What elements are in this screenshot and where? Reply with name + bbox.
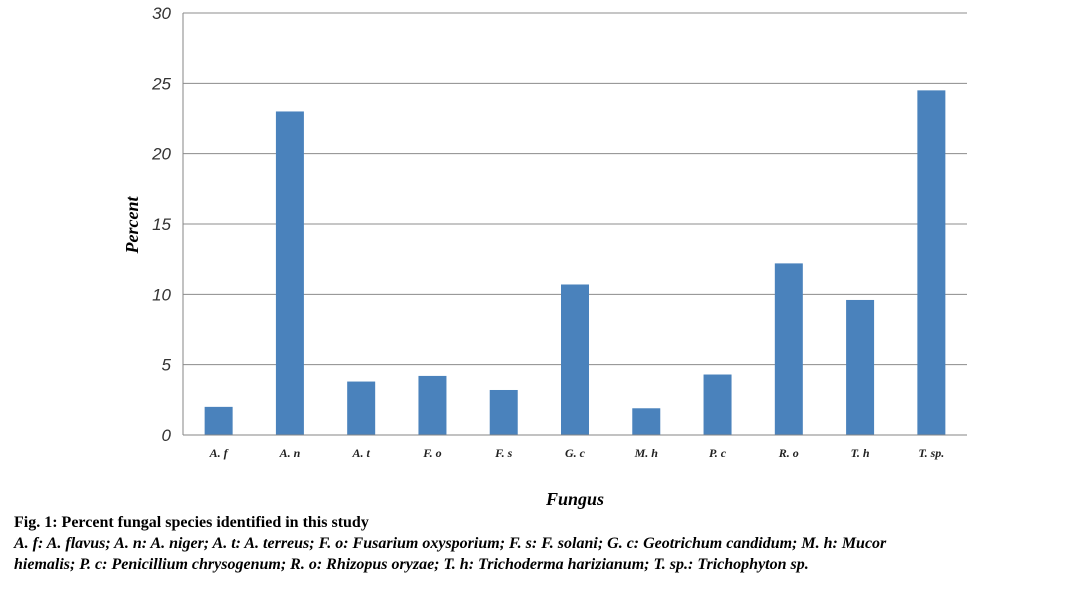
- x-tick-label: F. o: [422, 446, 441, 460]
- x-tick-label: A. t: [352, 446, 371, 460]
- bar: [917, 90, 946, 435]
- y-axis-title: Percent: [122, 196, 142, 255]
- bar: [632, 408, 661, 435]
- y-tick-label: 5: [162, 356, 172, 375]
- x-tick-label: A. n: [279, 446, 301, 460]
- x-tick-label: M. h: [634, 446, 659, 460]
- x-tick-label: F. s: [494, 446, 512, 460]
- x-axis-title: Fungus: [545, 489, 604, 509]
- y-tick-label: 20: [151, 145, 171, 164]
- y-tick-label: 30: [152, 4, 171, 23]
- x-tick-label: T. sp.: [918, 446, 944, 460]
- y-tick-label: 0: [162, 426, 172, 445]
- figure-caption: Fig. 1: Percent fungal species identifie…: [14, 512, 1074, 575]
- caption-title: Fig. 1: Percent fungal species identifie…: [14, 514, 369, 531]
- x-tick-label: R. o: [778, 446, 799, 460]
- bar-chart: 0 5 10 15 20 25 30 A. f A. n A. t F. o F. s G. c M. …: [122, 4, 967, 509]
- x-tick-label: A. f: [209, 446, 229, 460]
- y-tick-label: 25: [151, 74, 171, 93]
- y-tick-label: 10: [152, 285, 171, 304]
- bar: [774, 263, 803, 435]
- y-tick-label: 15: [152, 215, 171, 234]
- caption-legend-line-2: hiemalis; P. c: Penicillium chrysogenum;…: [14, 556, 809, 573]
- caption-legend-line-1: A. f: A. flavus; A. n: A. niger; A. t: A…: [14, 535, 887, 552]
- x-tick-label: P. c: [709, 446, 727, 460]
- bar: [846, 299, 875, 435]
- bar: [347, 381, 376, 435]
- x-tick-label: G. c: [565, 446, 586, 460]
- bars: [204, 90, 946, 435]
- bar: [703, 374, 732, 435]
- bar: [275, 111, 304, 435]
- gridlines: [183, 12, 967, 366]
- x-tick-labels: A. f A. n A. t F. o F. s G. c M. h P. c R. o T. h…: [209, 446, 945, 460]
- bar: [489, 389, 518, 435]
- bar: [418, 375, 447, 435]
- bar: [561, 284, 589, 435]
- x-tick-label: T. h: [851, 446, 870, 460]
- bar: [204, 406, 233, 435]
- y-tick-labels: 0 5 10 15 20 25 30: [151, 4, 171, 445]
